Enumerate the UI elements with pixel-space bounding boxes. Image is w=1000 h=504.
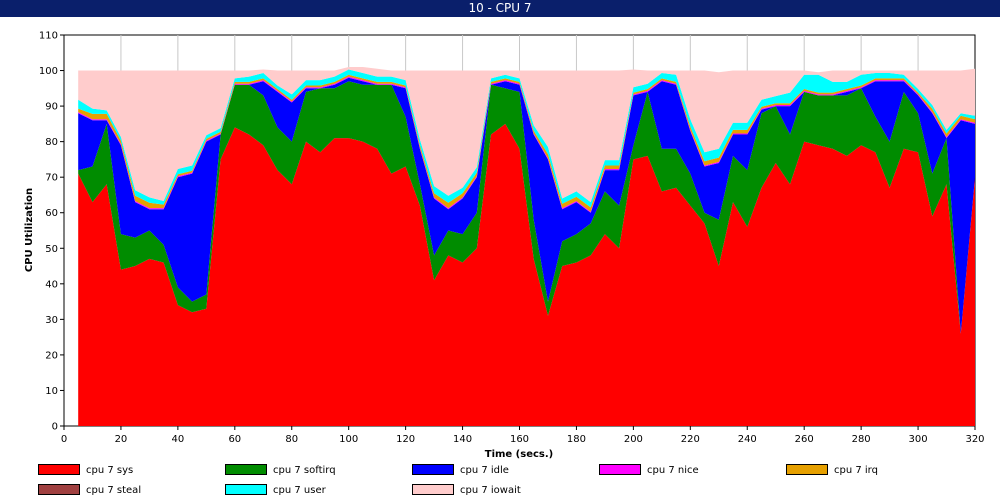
x-tick-label: 180 — [567, 434, 586, 445]
legend-label: cpu 7 irq — [834, 465, 878, 476]
legend-item: cpu 7 softirq — [225, 463, 336, 478]
y-tick-label: 40 — [45, 279, 58, 290]
x-tick-label: 100 — [339, 434, 358, 445]
legend-item: cpu 7 steal — [38, 483, 142, 498]
x-axis-ticks: 0 20 40 60 80 100 120 140 160 180 200 220 240 260 280 3… — [61, 426, 985, 445]
series-area-cpu-7-idle — [78, 77, 975, 334]
y-tick-label: 0 — [52, 422, 58, 433]
chart-legend: cpu 7 sys cpu 7 softirq cpu 7 idle cpu 7 ni… — [0, 462, 1000, 504]
x-tick-label: 200 — [624, 434, 643, 445]
stacked-areas — [78, 67, 975, 427]
y-tick-label: 110 — [39, 31, 58, 42]
legend-item: cpu 7 sys — [38, 463, 134, 478]
x-tick-label: 140 — [453, 434, 472, 445]
series-area-cpu-7-iowait — [78, 67, 975, 203]
x-tick-label: 0 — [61, 434, 67, 445]
legend-label: cpu 7 nice — [647, 465, 699, 476]
legend-swatch — [225, 483, 267, 495]
legend-swatch — [225, 463, 267, 475]
legend-swatch — [38, 463, 80, 475]
legend-item: cpu 7 idle — [412, 463, 509, 478]
legend-swatch — [786, 463, 828, 475]
series-area-cpu-7-nice — [78, 76, 975, 213]
legend-item: cpu 7 nice — [599, 463, 699, 478]
x-tick-label: 40 — [172, 434, 185, 445]
legend-label: cpu 7 sys — [86, 465, 134, 476]
legend-item: cpu 7 user — [225, 483, 326, 498]
y-tick-label: 80 — [45, 137, 58, 148]
series-area-cpu-7-sys — [78, 123, 975, 427]
y-tick-label: 10 — [45, 386, 58, 397]
series-area-cpu-7-user — [78, 69, 975, 208]
x-tick-label: 60 — [228, 434, 241, 445]
legend-label: cpu 7 user — [273, 485, 326, 496]
legend-swatch — [412, 463, 454, 475]
legend-label: cpu 7 idle — [460, 465, 509, 476]
y-tick-label: 50 — [45, 244, 58, 255]
x-tick-label: 20 — [115, 434, 128, 445]
y-axis-label: CPU Utilization — [24, 188, 35, 272]
x-tick-label: 260 — [795, 434, 814, 445]
legend-label: cpu 7 steal — [86, 485, 142, 496]
legend-label: cpu 7 iowait — [460, 485, 521, 496]
legend-label: cpu 7 softirq — [273, 465, 336, 476]
x-tick-label: 160 — [510, 434, 529, 445]
y-tick-label: 100 — [39, 66, 58, 77]
x-tick-label: 320 — [965, 434, 984, 445]
x-tick-label: 300 — [909, 434, 928, 445]
x-tick-label: 120 — [396, 434, 415, 445]
x-axis-label: Time (secs.) — [485, 449, 554, 460]
legend-swatch — [599, 463, 641, 475]
series-area-cpu-7-irq — [78, 74, 975, 212]
y-axis-ticks: 0 10 20 30 40 50 60 70 80 90 100 110 — [39, 31, 64, 433]
legend-item: cpu 7 irq — [786, 463, 878, 478]
x-tick-label: 80 — [285, 434, 298, 445]
legend-swatch — [38, 483, 80, 495]
y-tick-label: 20 — [45, 350, 58, 361]
x-tick-label: 280 — [852, 434, 871, 445]
legend-item: cpu 7 iowait — [412, 483, 521, 498]
y-tick-label: 30 — [45, 315, 58, 326]
y-tick-label: 70 — [45, 173, 58, 184]
cpu-utilization-chart: 0 20 40 60 80 100 120 140 160 180 200 220 240 260 280 3… — [24, 31, 985, 461]
legend-swatch — [412, 483, 454, 495]
x-tick-label: 240 — [738, 434, 757, 445]
y-tick-label: 60 — [45, 208, 58, 219]
x-tick-label: 220 — [681, 434, 700, 445]
window-title: 10 - CPU 7 — [0, 0, 1000, 17]
y-tick-label: 90 — [45, 102, 58, 113]
series-area-cpu-7-softirq — [78, 81, 975, 334]
